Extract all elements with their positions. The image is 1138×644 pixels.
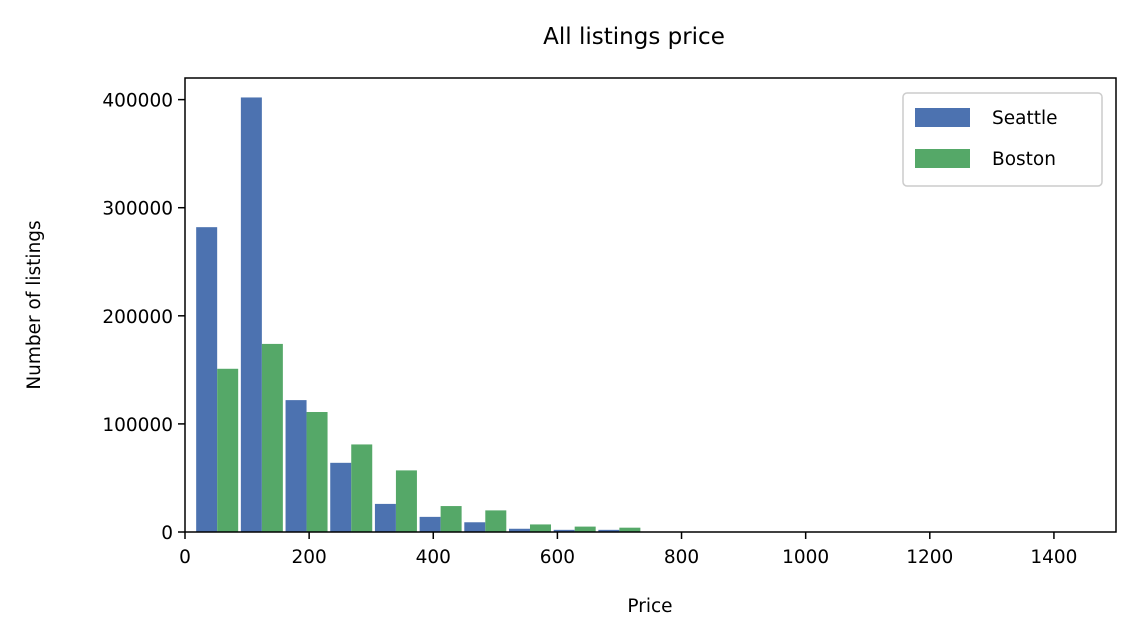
bar-seattle-10 <box>598 529 620 532</box>
bar-boston-7 <box>485 510 507 532</box>
chart-title: All listings price <box>543 24 725 50</box>
legend-swatch-seattle <box>915 108 970 127</box>
y-axis-label: Number of listings <box>24 220 45 389</box>
bar-seattle-9 <box>553 529 575 532</box>
bar-boston-2 <box>261 343 283 532</box>
y-tick-label: 100000 <box>102 415 173 436</box>
bar-boston-6 <box>440 506 462 532</box>
bar-seattle-2 <box>240 97 262 533</box>
x-tick-label: 0 <box>179 547 191 568</box>
bar-boston-1 <box>217 368 239 532</box>
legend-label-boston: Boston <box>992 149 1056 170</box>
bar-boston-4 <box>351 444 373 532</box>
bar-boston-10 <box>619 527 641 532</box>
x-tick-label: 1400 <box>1030 547 1077 568</box>
y-tick-label: 0 <box>161 523 173 544</box>
bar-boston-9 <box>574 526 596 532</box>
bar-seattle-8 <box>508 528 530 532</box>
bar-seattle-7 <box>464 522 486 532</box>
x-tick-label: 800 <box>664 547 699 568</box>
x-tick-label: 1000 <box>782 547 829 568</box>
bars-group <box>196 97 641 533</box>
legend-box <box>902 92 1103 187</box>
x-tick-label: 600 <box>540 547 575 568</box>
bar-boston-8 <box>529 524 551 532</box>
x-tick-label: 1200 <box>906 547 953 568</box>
y-axis-ticks: 0 100000 200000 300000 400000 <box>102 91 185 544</box>
y-tick-label: 300000 <box>102 199 173 220</box>
legend-label-seattle: Seattle <box>992 108 1058 129</box>
bar-boston-3 <box>306 412 328 532</box>
x-tick-label: 400 <box>416 547 451 568</box>
bar-seattle-1 <box>196 227 218 533</box>
x-tick-label: 200 <box>291 547 326 568</box>
y-tick-label: 200000 <box>102 307 173 328</box>
legend: Seattle Boston <box>902 92 1103 187</box>
bar-seattle-5 <box>374 503 396 532</box>
x-axis-label: Price <box>627 596 672 617</box>
bar-seattle-4 <box>330 462 352 532</box>
bar-seattle-6 <box>419 516 441 532</box>
plot-frame <box>184 77 1117 533</box>
legend-swatch-boston <box>915 149 970 168</box>
bar-boston-5 <box>395 470 417 532</box>
y-tick-label: 400000 <box>102 91 173 112</box>
bar-seattle-3 <box>285 400 307 532</box>
x-axis-ticks: 0 200 400 600 800 1000 1200 1400 <box>179 532 1077 568</box>
